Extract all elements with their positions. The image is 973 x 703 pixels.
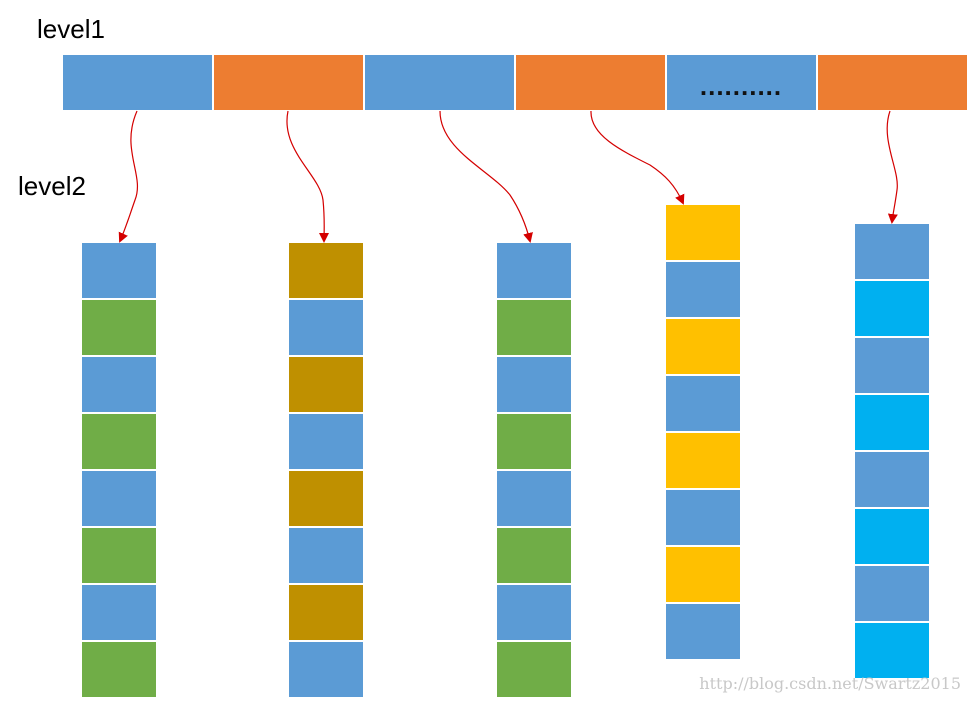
level1-array: ..........	[62, 54, 968, 111]
level2-cell	[496, 641, 572, 698]
level2-cell	[854, 565, 930, 622]
level2-cell	[81, 641, 157, 698]
watermark: http://blog.csdn.net/Swartz2015	[699, 674, 961, 693]
level2-cell	[288, 356, 364, 413]
level2-cell	[854, 223, 930, 280]
level2-cell	[288, 641, 364, 698]
level2-cell	[496, 242, 572, 299]
level2-cell	[665, 318, 741, 375]
pointer-arrow	[886, 110, 898, 224]
level1-cell	[666, 54, 817, 111]
level2-cell	[81, 584, 157, 641]
level2-cell	[81, 470, 157, 527]
level2-label: level2	[18, 171, 86, 201]
level2-cell	[288, 242, 364, 299]
level2-cell	[81, 413, 157, 470]
level2-cell	[496, 413, 572, 470]
level2-cell	[288, 413, 364, 470]
level2-cell	[496, 527, 572, 584]
level2-cell	[288, 527, 364, 584]
level2-cell	[496, 356, 572, 413]
level1-cell	[817, 54, 968, 111]
level2-cell	[854, 394, 930, 451]
pointer-arrow	[118, 110, 139, 243]
level2-cell	[665, 546, 741, 603]
level2-cell	[665, 204, 741, 261]
level2-cell	[496, 470, 572, 527]
level2-cell	[288, 584, 364, 641]
level1-cell	[213, 54, 364, 111]
level2-cell	[496, 584, 572, 641]
pointer-arrow	[286, 110, 330, 243]
level2-cell	[665, 603, 741, 660]
level2-cell	[854, 622, 930, 679]
level1-label: level1	[37, 14, 105, 44]
pointer-arrow	[590, 110, 685, 205]
level2-cell	[665, 489, 741, 546]
level2-cell	[288, 299, 364, 356]
level2-cell	[665, 432, 741, 489]
level2-cell	[665, 261, 741, 318]
level2-cell	[665, 375, 741, 432]
level1-cell	[364, 54, 515, 111]
level2-cell	[81, 242, 157, 299]
level1-cell	[62, 54, 213, 111]
level2-cell	[854, 280, 930, 337]
level2-cell	[854, 451, 930, 508]
level2-cell	[288, 470, 364, 527]
level1-cell	[515, 54, 666, 111]
ellipsis-text: ..........	[699, 71, 783, 101]
level2-cell	[496, 299, 572, 356]
level2-cell	[81, 299, 157, 356]
level2-cell	[81, 527, 157, 584]
level2-cell	[81, 356, 157, 413]
level2-cell	[854, 337, 930, 394]
pointer-arrow	[439, 110, 533, 243]
level2-cell	[854, 508, 930, 565]
